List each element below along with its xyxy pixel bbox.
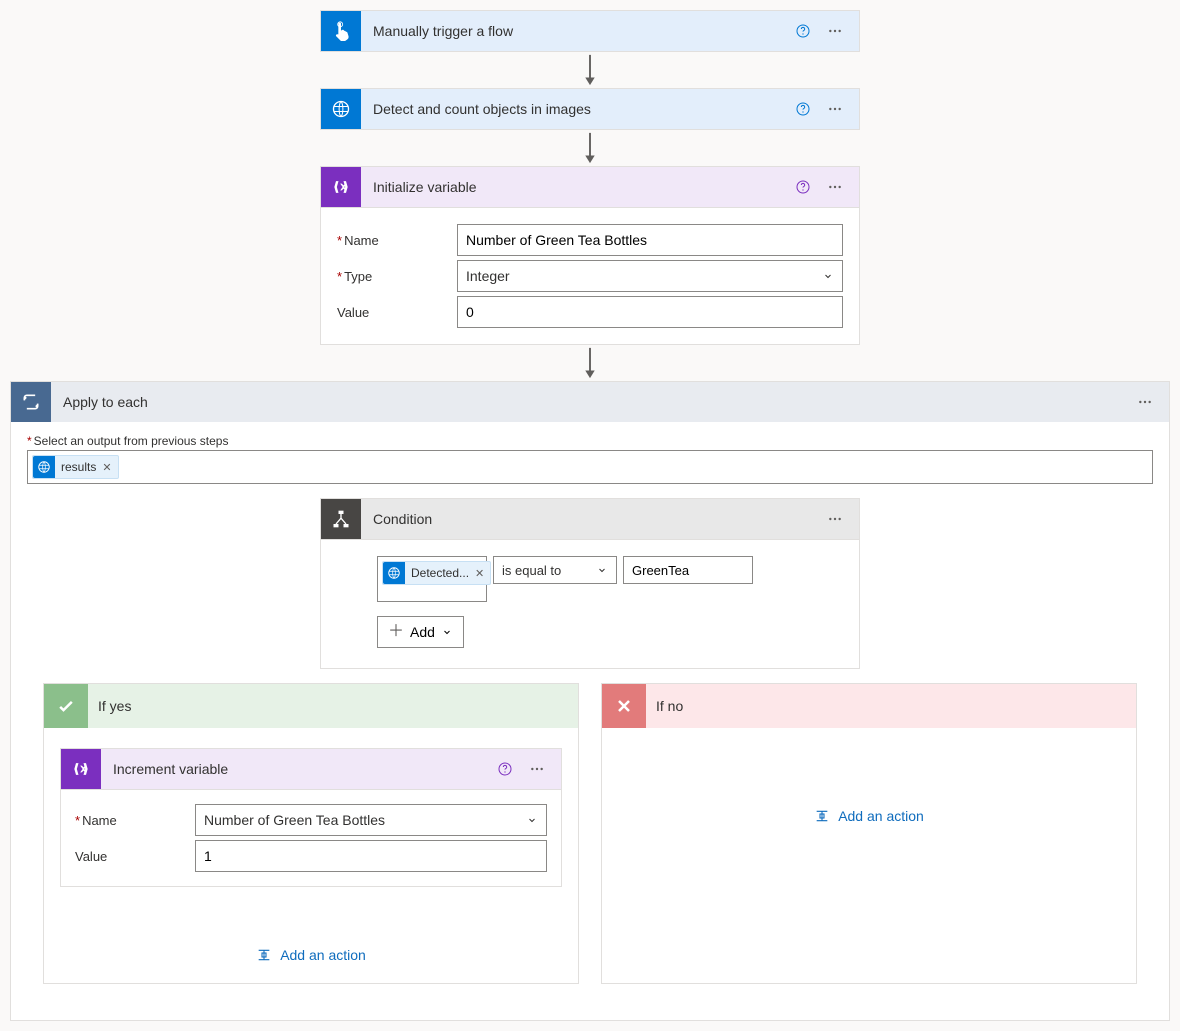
detect-card[interactable]: Detect and count objects in images <box>320 88 860 130</box>
more-icon[interactable] <box>819 171 851 203</box>
apply-title: Apply to each <box>51 394 1129 410</box>
connector-arrow <box>578 130 602 166</box>
insert-icon <box>814 808 830 824</box>
condition-operator-select[interactable]: is equal to <box>493 556 617 584</box>
help-icon[interactable] <box>787 15 819 47</box>
ai-icon <box>383 562 405 584</box>
loop-icon <box>11 382 51 422</box>
type-select[interactable]: Integer <box>457 260 843 292</box>
help-icon[interactable] <box>489 753 521 785</box>
name-value: Number of Green Tea Bottles <box>204 812 385 828</box>
increment-variable-card[interactable]: Increment variable Name Number of Green … <box>60 748 562 887</box>
increment-value-input[interactable] <box>195 840 547 872</box>
name-label: Name <box>337 233 457 248</box>
add-condition-button[interactable]: ＋ Add <box>377 616 464 648</box>
if-yes-header[interactable]: If yes <box>44 684 578 728</box>
chevron-down-icon <box>822 270 834 282</box>
connector-arrow <box>578 52 602 88</box>
help-icon[interactable] <box>787 93 819 125</box>
name-label: Name <box>75 813 195 828</box>
value-input[interactable] <box>457 296 843 328</box>
more-icon[interactable] <box>819 93 851 125</box>
check-icon <box>44 684 88 728</box>
trigger-icon <box>321 11 361 51</box>
operator-value: is equal to <box>502 563 561 578</box>
trigger-title: Manually trigger a flow <box>361 23 787 39</box>
results-token[interactable]: results ✕ <box>32 455 119 479</box>
variable-icon <box>61 749 101 789</box>
trigger-card[interactable]: Manually trigger a flow <box>320 10 860 52</box>
init-variable-card[interactable]: Initialize variable Name Type Integer Va… <box>320 166 860 345</box>
remove-token-icon[interactable]: ✕ <box>102 461 111 474</box>
add-action-button[interactable]: Add an action <box>814 808 924 824</box>
chevron-down-icon <box>596 564 608 576</box>
type-value: Integer <box>466 268 510 284</box>
detected-token[interactable]: Detected... ✕ <box>382 561 491 585</box>
condition-icon <box>321 499 361 539</box>
variable-icon <box>321 167 361 207</box>
output-input[interactable]: results ✕ <box>27 450 1153 484</box>
add-action-label: Add an action <box>280 947 366 963</box>
apply-header[interactable]: Apply to each <box>11 382 1169 422</box>
apply-to-each-card: Apply to each Select an output from prev… <box>10 381 1170 1021</box>
detect-title: Detect and count objects in images <box>361 101 787 117</box>
add-label: Add <box>410 624 435 640</box>
condition-header[interactable]: Condition <box>321 499 859 539</box>
more-icon[interactable] <box>1129 386 1161 418</box>
if-yes-title: If yes <box>88 698 578 714</box>
value-label: Value <box>337 305 457 320</box>
if-no-branch: If no Add an action <box>601 683 1137 984</box>
if-yes-branch: If yes Increment variable <box>43 683 579 984</box>
if-no-header[interactable]: If no <box>602 684 1136 728</box>
condition-right-input[interactable] <box>623 556 753 584</box>
help-icon[interactable] <box>787 171 819 203</box>
token-label: results <box>61 460 96 474</box>
add-action-button[interactable]: Add an action <box>256 947 366 963</box>
condition-title: Condition <box>361 511 819 527</box>
value-label: Value <box>75 849 195 864</box>
more-icon[interactable] <box>819 15 851 47</box>
ai-icon <box>321 89 361 129</box>
increment-name-select[interactable]: Number of Green Tea Bottles <box>195 804 547 836</box>
increment-title: Increment variable <box>101 761 489 777</box>
condition-left-input[interactable]: Detected... ✕ <box>377 556 487 602</box>
insert-icon <box>256 947 272 963</box>
name-input[interactable] <box>457 224 843 256</box>
chevron-down-icon <box>441 626 453 638</box>
token-label: Detected... <box>411 566 469 580</box>
init-variable-title: Initialize variable <box>361 179 787 195</box>
connector-arrow <box>578 345 602 381</box>
remove-token-icon[interactable]: ✕ <box>475 567 484 580</box>
if-no-title: If no <box>646 698 1136 714</box>
add-action-label: Add an action <box>838 808 924 824</box>
ai-icon <box>33 456 55 478</box>
more-icon[interactable] <box>521 753 553 785</box>
output-label: Select an output from previous steps <box>27 434 1153 448</box>
condition-card: Condition Detected... ✕ <box>320 498 860 669</box>
type-label: Type <box>337 269 457 284</box>
x-icon <box>602 684 646 728</box>
plus-icon: ＋ <box>388 624 404 640</box>
more-icon[interactable] <box>819 503 851 535</box>
chevron-down-icon <box>526 814 538 826</box>
